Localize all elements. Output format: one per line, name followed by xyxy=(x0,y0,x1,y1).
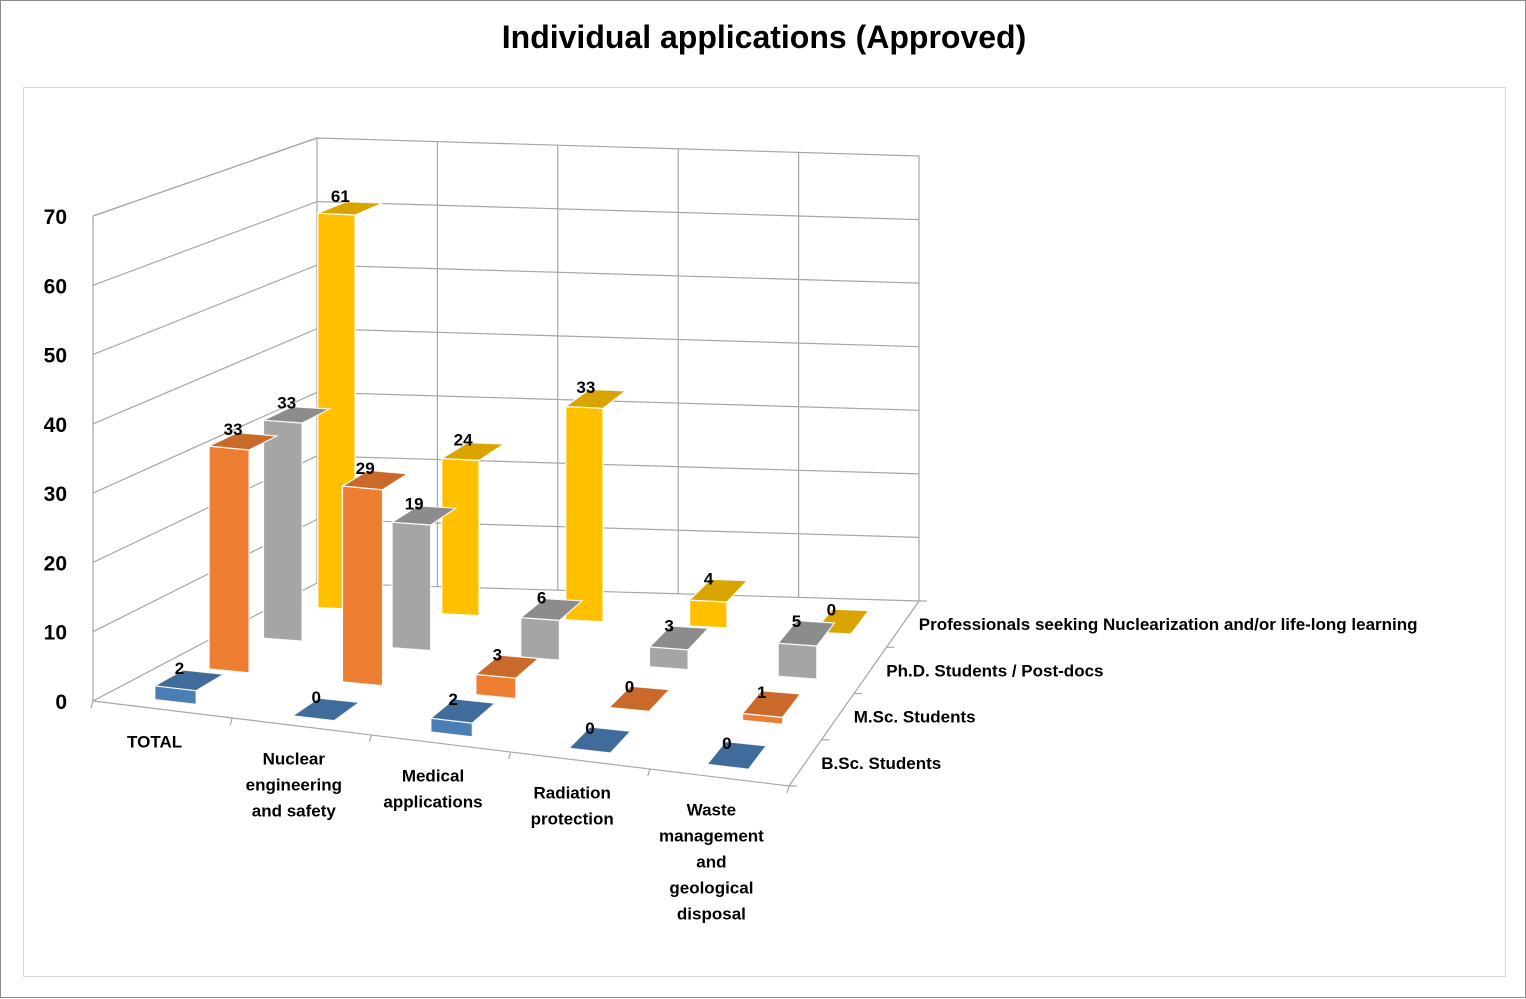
data-label-layer: 61 24 33 4 0 33 19 6 3 5 33 29 3 0 1 2 0 2 0 0 xyxy=(175,187,836,753)
bar xyxy=(429,697,497,738)
bar xyxy=(705,740,768,770)
grid-layer xyxy=(90,137,927,794)
data-label: 0 xyxy=(312,688,321,707)
category-label: TOTAL xyxy=(127,733,182,752)
axis-line xyxy=(92,137,318,217)
x-axis-tick xyxy=(508,751,512,760)
bar xyxy=(688,577,749,629)
series-axis-label: M.Sc. Students xyxy=(854,708,976,727)
y-gridline xyxy=(92,264,920,356)
category-label: Radiation protection xyxy=(531,784,614,829)
data-label: 19 xyxy=(405,494,424,513)
y-gridline xyxy=(92,328,920,425)
x-axis-tick xyxy=(786,785,790,794)
data-label: 6 xyxy=(537,588,546,607)
bar xyxy=(317,200,383,611)
bar xyxy=(474,653,540,700)
bar xyxy=(152,668,226,706)
bar xyxy=(390,504,458,652)
y-tick-label: 10 xyxy=(44,622,67,645)
bar xyxy=(564,388,628,623)
y-tick-label: 40 xyxy=(44,414,67,437)
data-label: 4 xyxy=(704,569,714,588)
x-axis-tick xyxy=(229,717,233,726)
series-axis-label: Ph.D. Students / Post-docs xyxy=(886,661,1103,680)
y-tick-label: 70 xyxy=(44,206,67,229)
y-tick-label: 30 xyxy=(44,483,67,506)
chart-title: Individual applications (Approved) xyxy=(501,19,1027,55)
data-label: 5 xyxy=(792,612,801,631)
data-label: 3 xyxy=(493,646,502,665)
data-label: 3 xyxy=(664,617,673,636)
x-axis-tick xyxy=(647,768,651,777)
y-gridline xyxy=(92,137,920,217)
bar xyxy=(519,597,584,661)
bar xyxy=(567,726,632,754)
data-label: 0 xyxy=(827,600,836,619)
bar xyxy=(261,405,332,642)
data-label: 24 xyxy=(454,430,473,449)
data-label: 29 xyxy=(356,459,375,478)
category-label: Waste management and geological disposal xyxy=(659,801,764,924)
category-label: Nuclear engineering and safety xyxy=(246,750,342,821)
data-label: 1 xyxy=(757,683,766,702)
y-tick-label: 20 xyxy=(44,552,67,575)
data-label: 33 xyxy=(224,420,243,439)
data-label: 0 xyxy=(722,734,731,753)
bar-layer xyxy=(152,200,870,770)
data-label: 0 xyxy=(625,678,634,697)
bar xyxy=(439,441,507,617)
bar xyxy=(777,618,836,680)
bar xyxy=(291,697,361,722)
bar xyxy=(607,685,671,712)
data-label: 33 xyxy=(277,394,296,413)
bar xyxy=(206,431,279,674)
category-label: Medical applications xyxy=(383,767,482,812)
bar xyxy=(648,624,710,671)
series-axis-label: Professionals seeking Nuclearization and… xyxy=(919,615,1418,634)
series-axis-label: B.Sc. Students xyxy=(821,754,941,773)
data-label: 0 xyxy=(585,719,594,738)
y-tick-label: 0 xyxy=(55,691,67,714)
x-axis-tick xyxy=(90,700,94,709)
y-tick-label: 60 xyxy=(44,275,67,298)
data-label: 2 xyxy=(175,659,184,678)
x-axis-tick xyxy=(368,734,372,743)
data-label: 61 xyxy=(331,187,350,206)
y-tick-label: 50 xyxy=(44,345,67,368)
axis-line xyxy=(92,700,790,787)
data-label: 2 xyxy=(448,690,457,709)
y-gridline xyxy=(92,200,920,286)
data-label: 33 xyxy=(576,378,595,397)
bar xyxy=(340,469,410,687)
bar xyxy=(741,689,802,725)
